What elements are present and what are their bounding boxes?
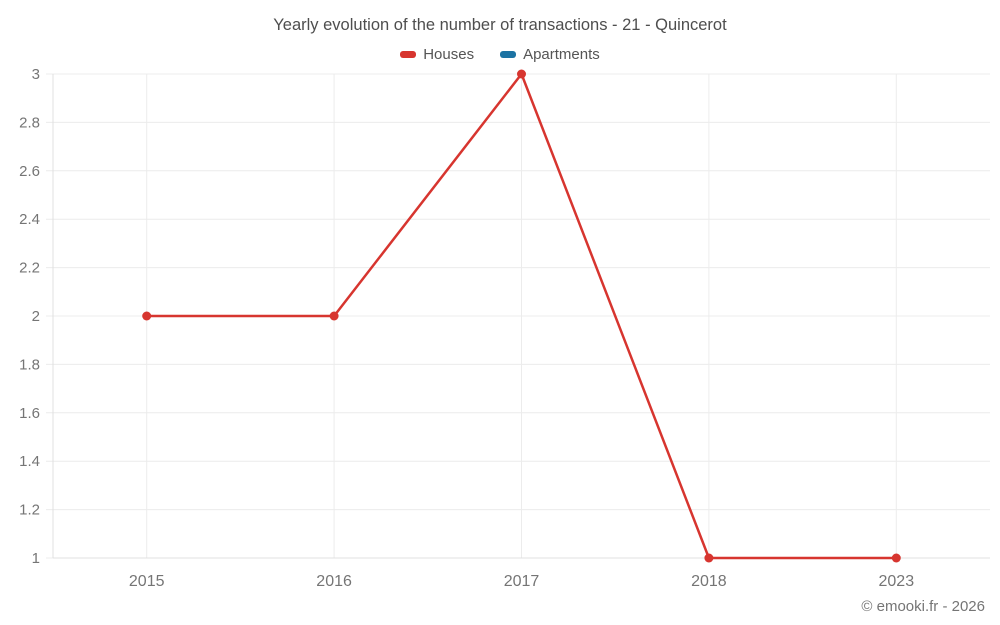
y-tick-label: 2.8 <box>19 114 40 131</box>
apartments-series-swatch-icon <box>500 51 517 58</box>
x-tick-label: 2015 <box>129 573 165 590</box>
legend-item-houses[interactable]: Houses <box>400 46 474 63</box>
legend-item-apartments[interactable]: Apartments <box>500 46 600 63</box>
data-point-marker <box>704 553 714 563</box>
y-tick-label: 2.6 <box>19 163 40 180</box>
data-point-marker <box>329 311 339 321</box>
legend-label-apartments: Apartments <box>523 46 600 63</box>
y-tick-label: 1 <box>32 550 40 567</box>
y-tick-label: 3 <box>32 66 40 83</box>
y-tick-label: 1.2 <box>19 502 40 519</box>
data-point-marker <box>891 553 901 563</box>
copyright-text: © emooki.fr - 2026 <box>861 598 985 615</box>
y-tick-label: 1.8 <box>19 356 40 373</box>
x-tick-label: 2016 <box>316 573 352 590</box>
x-tick-label: 2018 <box>691 573 727 590</box>
chart-title: Yearly evolution of the number of transa… <box>273 16 727 34</box>
x-tick-label: 2017 <box>504 573 540 590</box>
houses-series-swatch-icon <box>400 51 417 58</box>
x-tick-label: 2023 <box>879 573 915 590</box>
y-tick-label: 1.6 <box>19 405 40 422</box>
data-point-marker <box>142 311 152 321</box>
y-tick-label: 2.2 <box>19 260 40 277</box>
legend-label-houses: Houses <box>423 46 475 63</box>
y-tick-label: 1.4 <box>19 453 40 470</box>
y-tick-label: 2 <box>32 308 40 325</box>
legend: Houses Apartments <box>0 46 1000 63</box>
y-tick-label: 2.4 <box>19 211 40 228</box>
data-point-marker <box>517 69 526 79</box>
